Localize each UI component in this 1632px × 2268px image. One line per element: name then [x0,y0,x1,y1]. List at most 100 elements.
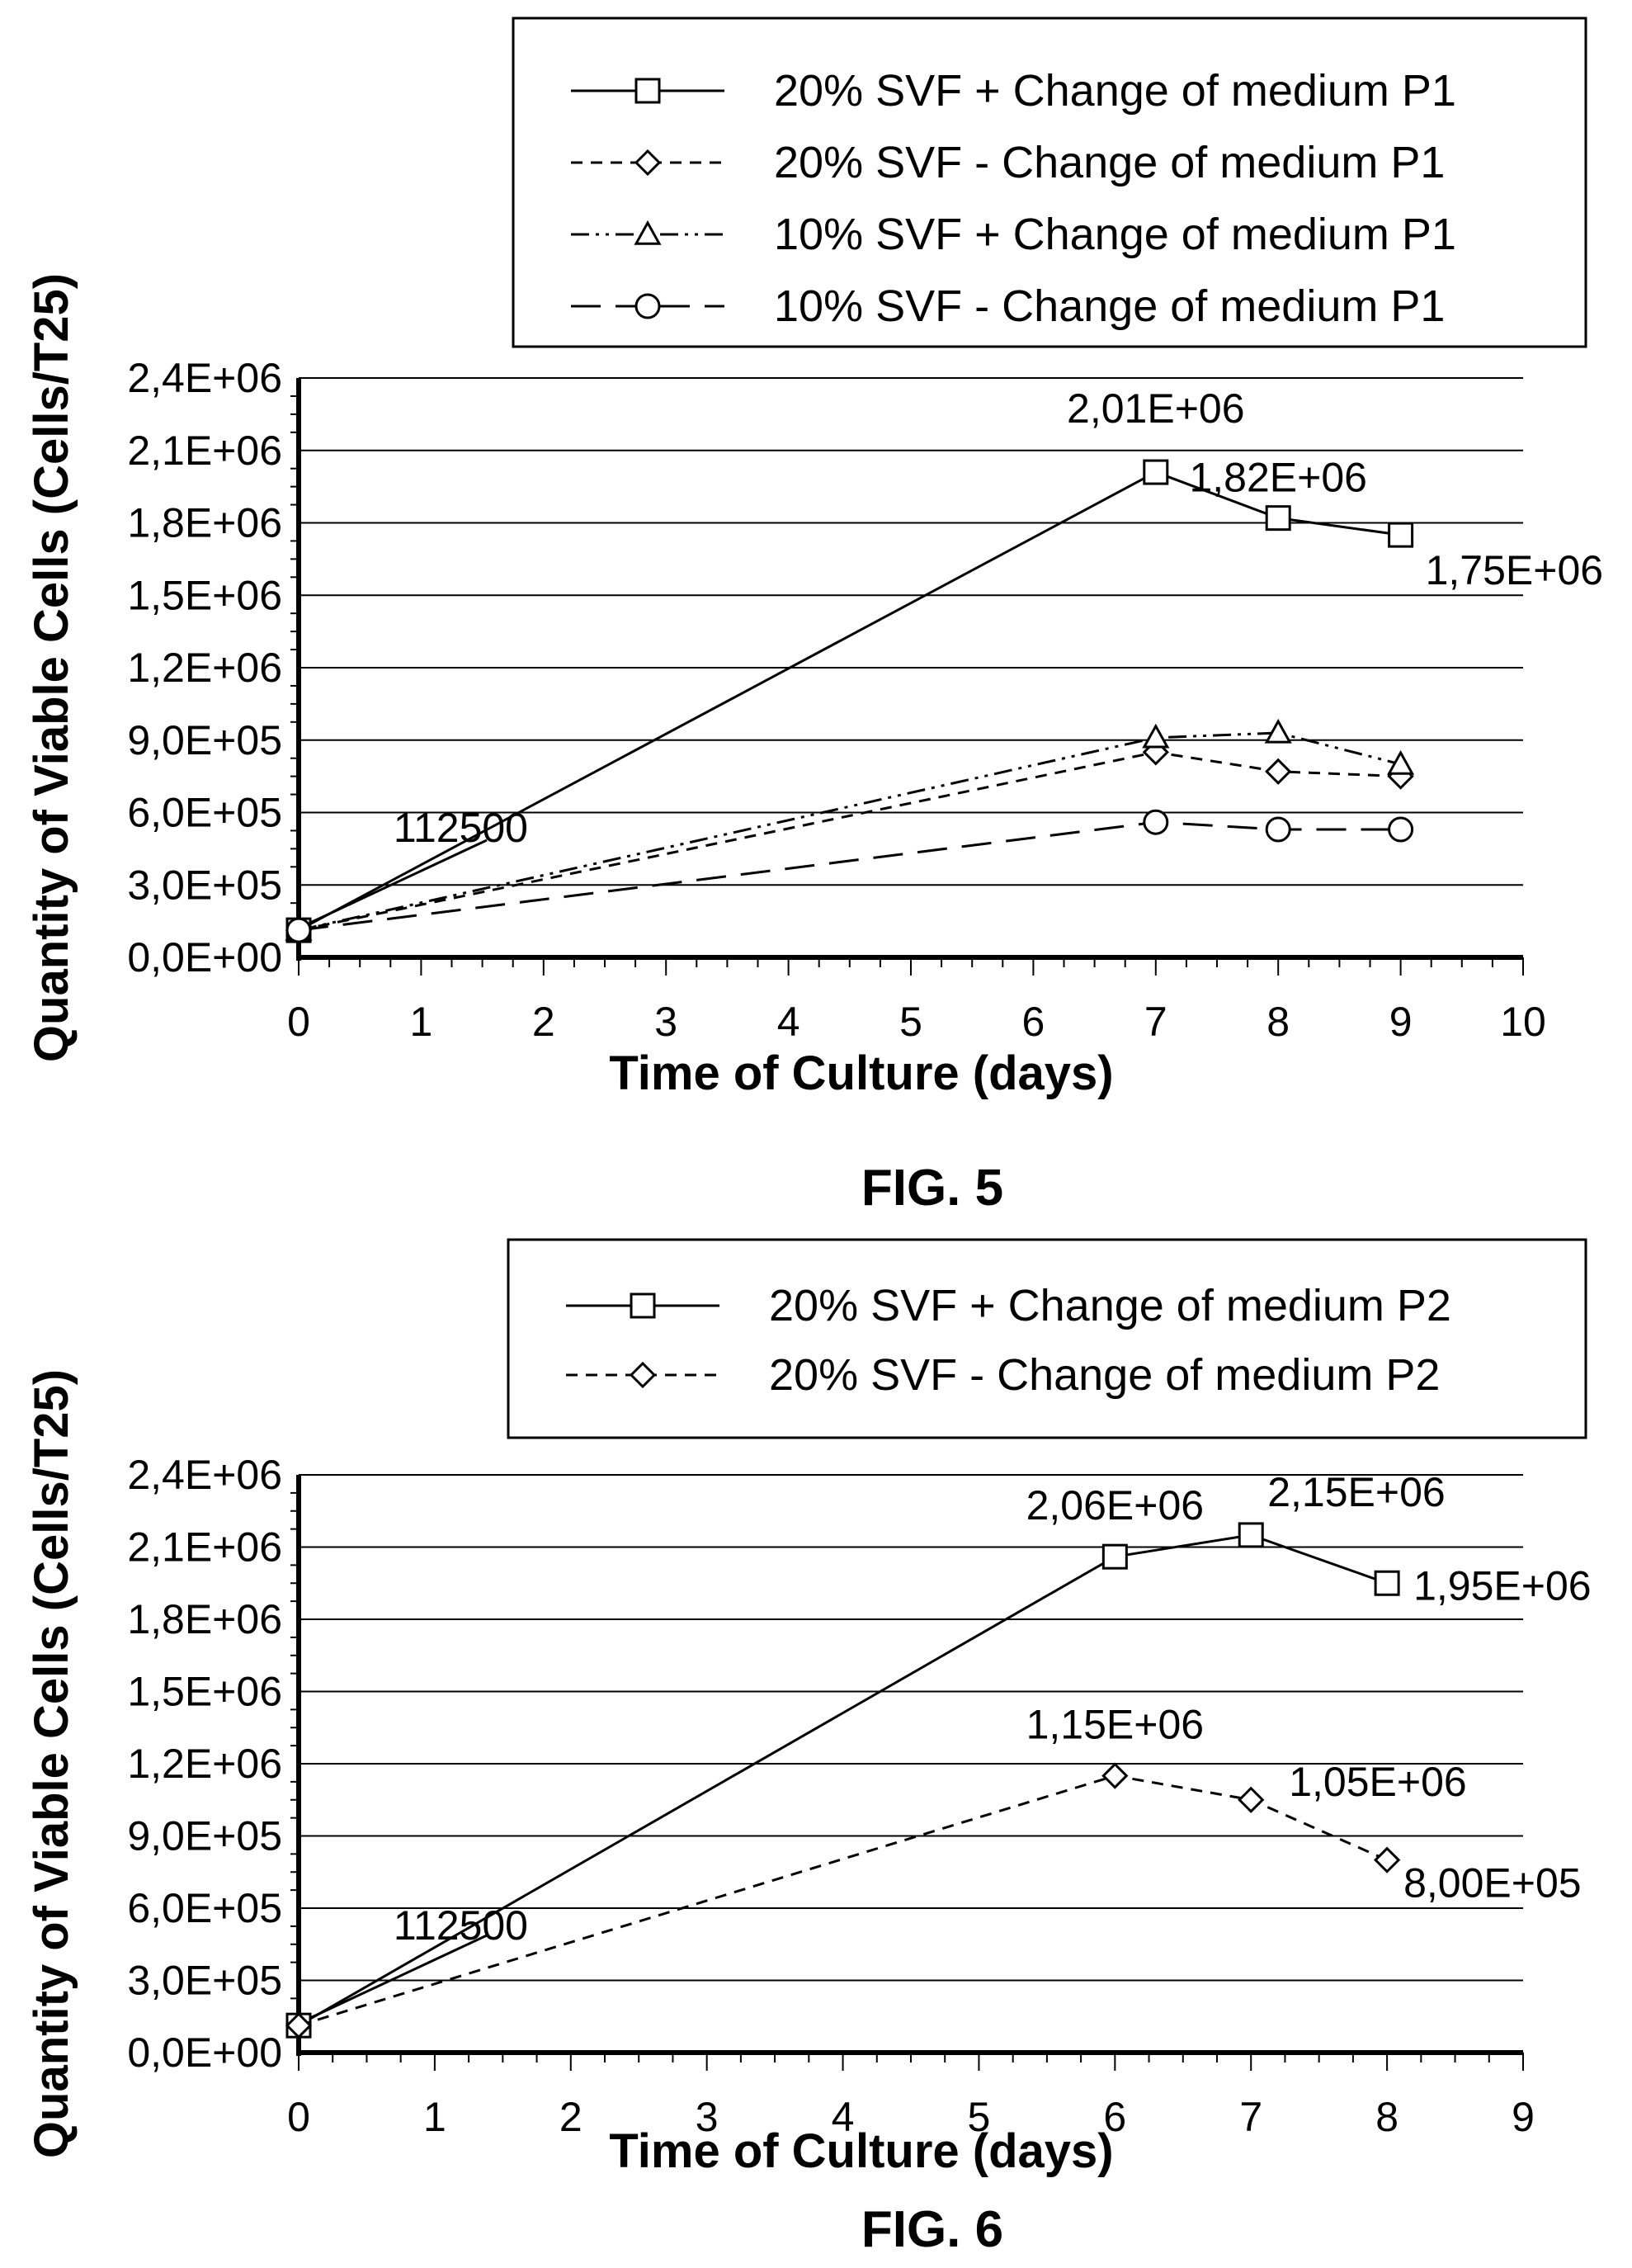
data-label-2: 2,01E+06 [1067,385,1244,432]
legend-entry-3: 10% SVF + Change of medium P1 [774,210,1456,259]
legend-entry-1: 20% SVF + Change of medium P2 [769,1281,1451,1330]
x-tick-label-1: 1 [409,999,432,1045]
annotation-leader [309,839,488,924]
data-label-5: 1,15E+06 [1026,1702,1204,1748]
data-label-2: 2,06E+06 [1026,1482,1204,1529]
x-tick-label-4: 4 [777,999,800,1045]
legend-marker-2 [634,149,662,177]
series-line-2 [298,750,1401,932]
data-point-s2-3 [1265,758,1292,785]
x-tick-label-5: 5 [968,2094,991,2140]
x-tick-label-7: 7 [1144,999,1167,1045]
y-tick-label-3: 9,0E+05 [127,717,282,763]
x-tick-label-3: 3 [696,2094,719,2140]
data-point-s3-3 [1264,718,1292,744]
y-tick-label-5: 1,5E+06 [127,1669,282,1715]
y-tick-label-6: 1,8E+06 [127,500,282,546]
x-tick-label-2: 2 [559,2094,583,2140]
y-tick-label-5: 1,5E+06 [127,572,282,618]
x-axis-label: Time of Culture (days) [609,1047,1113,1100]
data-point-s1-4 [1388,522,1414,548]
x-tick-label-10: 10 [1500,999,1546,1045]
data-point-s1-2 [1143,459,1169,485]
y-axis-label: Quantity of Viable Cells (Cells/T25) [25,273,78,1062]
data-point-s4-3 [1265,816,1291,843]
x-tick-label-9: 9 [1512,2094,1535,2140]
x-tick-label-2: 2 [532,999,555,1045]
y-tick-label-8: 2,4E+06 [127,355,282,401]
data-label-7: 8,00E+05 [1403,1860,1581,1907]
figure-label: FIG. 6 [861,2201,1003,2258]
legend-entry-2: 20% SVF - Change of medium P2 [769,1350,1440,1400]
series-line-1 [298,1533,1388,2027]
x-tick-label-4: 4 [832,2094,855,2140]
y-tick-label-4: 1,2E+06 [127,1741,282,1787]
series-line-2 [298,1774,1388,2027]
x-tick-label-6: 6 [1021,999,1045,1045]
x-tick-label-6: 6 [1103,2094,1126,2140]
data-point-s4-4 [1388,816,1414,843]
legend: 20% SVF + Change of medium P1 20% SVF - C… [512,17,1587,348]
series-line-3 [298,731,1401,932]
y-tick-label-1: 3,0E+05 [127,862,282,908]
data-point-s4-2 [1143,809,1169,835]
y-tick-label-3: 9,0E+05 [127,1813,282,1859]
data-label-4: 1,95E+06 [1413,1562,1591,1609]
data-point-s2-4 [1373,1846,1401,1873]
data-point-s1-3 [1265,505,1291,532]
data-point-s3-4 [1387,749,1415,775]
data-point-s1-2 [1101,1543,1128,1570]
chart-panel-2: 20% SVF + Change of medium P2 20% SVF - C… [25,1238,1592,2258]
data-label-3: 1,82E+06 [1189,455,1366,501]
data-label-4: 1,75E+06 [1426,547,1603,593]
x-tick-label-7: 7 [1239,2094,1262,2140]
y-tick-label-6: 1,8E+06 [127,1596,282,1642]
data-point-s4-1 [285,917,312,943]
legend-box [507,1238,1587,1439]
data-label-1: 112500 [394,805,528,851]
figure-label: FIG. 5 [861,1160,1003,1217]
legend-entry-2: 20% SVF - Change of medium P1 [774,138,1445,187]
x-tick-label-0: 0 [287,999,310,1045]
x-tick-label-1: 1 [423,2094,446,2140]
annotation-leader [309,1934,488,2020]
x-tick-label-9: 9 [1389,999,1413,1045]
data-point-s2-3 [1238,1786,1265,1813]
data-point-s1-4 [1374,1570,1400,1596]
y-tick-label-8: 2,4E+06 [127,1452,282,1498]
y-tick-label-2: 6,0E+05 [127,790,282,836]
legend-marker-4 [634,293,661,319]
x-tick-label-8: 8 [1266,999,1290,1045]
legend: 20% SVF + Change of medium P2 20% SVF - C… [507,1238,1587,1439]
data-point-s3-2 [1142,723,1170,749]
y-tick-label-1: 3,0E+05 [127,1958,282,2004]
data-point-s2-2 [1101,1762,1129,1789]
series-line-4 [298,820,1401,932]
series-line-1 [298,470,1401,932]
legend-marker-1 [634,78,661,104]
y-tick-label-7: 2,1E+06 [127,1524,282,1571]
data-label-6: 1,05E+06 [1289,1759,1466,1805]
legend-marker-2 [629,1361,657,1389]
y-tick-label-0: 0,0E+00 [127,2029,282,2076]
x-tick-label-8: 8 [1375,2094,1399,2140]
legend-entry-1: 20% SVF + Change of medium P1 [774,66,1456,116]
y-tick-label-7: 2,1E+06 [127,428,282,474]
legend-marker-3 [634,220,662,245]
y-tick-label-0: 0,0E+00 [127,934,282,980]
x-tick-label-5: 5 [899,999,922,1045]
legend-entry-4: 10% SVF - Change of medium P1 [774,281,1445,331]
legend-box [512,17,1587,348]
data-label-1: 112500 [394,1902,528,1949]
y-tick-label-4: 1,2E+06 [127,645,282,691]
legend-marker-1 [630,1292,656,1319]
data-point-s2-1 [285,2012,313,2039]
data-point-s1-3 [1238,1522,1264,1548]
x-axis-label: Time of Culture (days) [609,2124,1113,2178]
chart-panel-1: 20% SVF + Change of medium P1 20% SVF - C… [25,17,1603,1217]
y-axis-label: Quantity of Viable Cells (Cells/T25) [25,1369,78,2158]
x-tick-label-3: 3 [654,999,677,1045]
y-tick-label-2: 6,0E+05 [127,1885,282,1931]
x-tick-label-0: 0 [287,2094,310,2140]
